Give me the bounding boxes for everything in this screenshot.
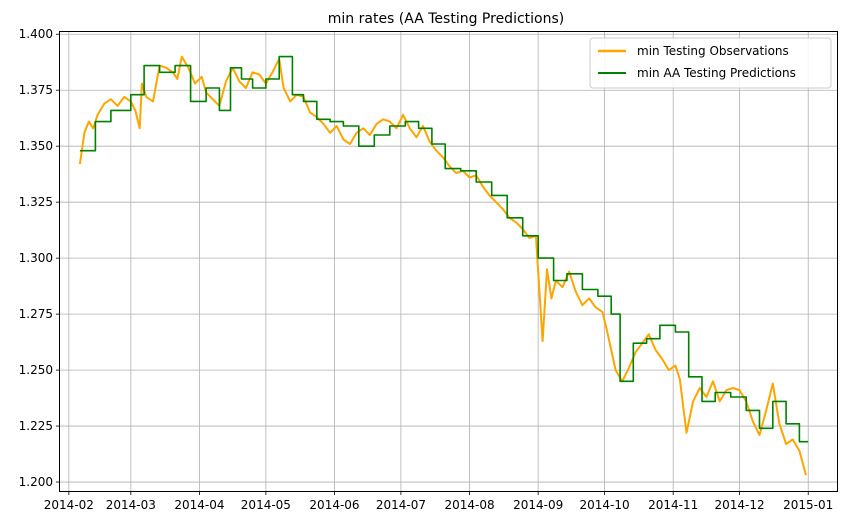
series-layer [78, 55, 809, 476]
x-tick-label: 2014-09 [513, 498, 563, 512]
y-axis: 1.200 1.225 1.250 1.275 1.300 1.325 1.350 1.375… [19, 27, 60, 489]
x-tick-label: 2014-07 [376, 498, 426, 512]
x-tick-label: 2014-04 [174, 498, 224, 512]
series-line-predictions [79, 55, 809, 443]
x-tick-label: 2014-05 [241, 498, 291, 512]
x-tick-label: 2014-08 [444, 498, 494, 512]
plot-frame [59, 31, 838, 492]
x-tick-label: 2014-06 [309, 498, 359, 512]
y-tick-label: 1.200 [19, 475, 53, 489]
y-tick-label: 1.250 [19, 363, 53, 377]
legend-label-observations: min Testing Observations [637, 44, 789, 58]
x-tick-label: 2015-01 [783, 498, 833, 512]
y-tick-label: 1.275 [19, 307, 53, 321]
x-tick-label: 2014-02 [44, 498, 94, 512]
legend-box [589, 37, 832, 89]
x-tick-label: 2014-03 [106, 498, 156, 512]
y-tick-label: 1.350 [19, 139, 53, 153]
grid [60, 32, 837, 491]
y-tick-label: 1.400 [19, 27, 53, 41]
y-tick-label: 1.300 [19, 251, 53, 265]
x-axis: 2014-02 2014-03 2014-04 2014-05 2014-06 2014-… [44, 491, 833, 512]
x-tick-label: 2014-11 [648, 498, 698, 512]
legend: min Testing Observations min AA Testing … [589, 37, 832, 89]
y-tick-label: 1.325 [19, 195, 53, 209]
legend-label-predictions: min AA Testing Predictions [637, 66, 796, 80]
x-tick-label: 2014-12 [715, 498, 765, 512]
x-tick-label: 2014-10 [579, 498, 629, 512]
chart-title: min rates (AA Testing Predictions) [328, 11, 564, 27]
y-tick-label: 1.225 [19, 419, 53, 433]
y-tick-label: 1.375 [19, 83, 53, 97]
series-line-observations [78, 55, 807, 476]
